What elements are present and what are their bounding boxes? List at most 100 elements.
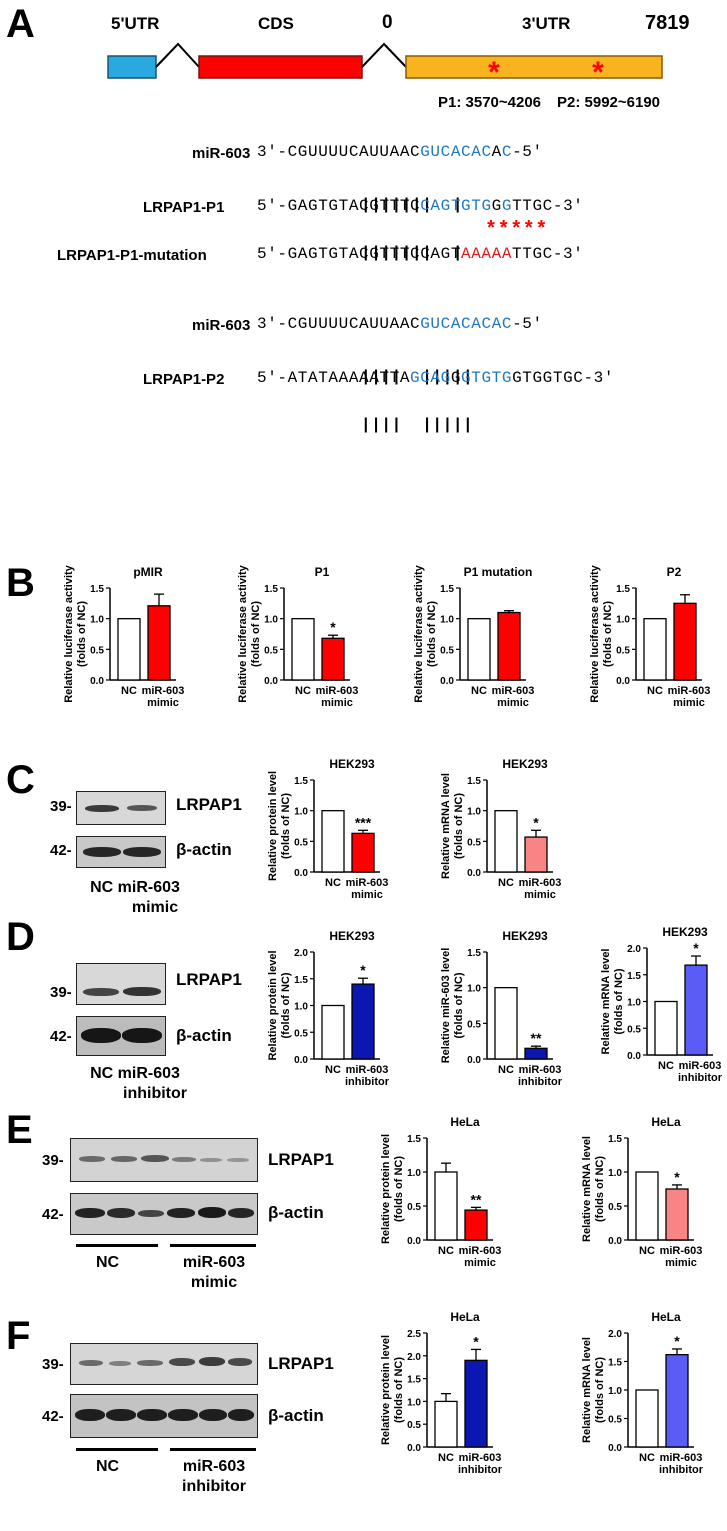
end-position-label: 7819 bbox=[645, 12, 690, 34]
y-tick-label: 1.5 bbox=[627, 971, 641, 982]
panel-label-f: F bbox=[6, 1314, 31, 1358]
category-label: inhibitor bbox=[345, 1076, 390, 1088]
chart-ylabel: Relative miR-603 level bbox=[440, 948, 452, 1064]
y-tick-label: 1.0 bbox=[440, 615, 454, 626]
band bbox=[83, 847, 121, 857]
category-label: NC bbox=[639, 1245, 655, 1257]
y-tick-label: 0.5 bbox=[407, 1202, 421, 1213]
chart-ylabel: (folds of NC) bbox=[453, 793, 465, 859]
band bbox=[75, 1409, 105, 1421]
y-tick-label: 2.0 bbox=[627, 944, 641, 955]
category-label: NC bbox=[438, 1245, 454, 1257]
chart-ylabel: (folds of NC) bbox=[613, 968, 625, 1034]
bar bbox=[494, 810, 518, 873]
bar bbox=[524, 1047, 548, 1060]
significance-mark: * bbox=[330, 619, 336, 635]
category-label: NC bbox=[121, 685, 137, 697]
y-tick-label: 2.5 bbox=[407, 1329, 421, 1340]
band bbox=[106, 1409, 136, 1421]
chart-title: P1 bbox=[315, 565, 330, 579]
utr5-label: 5'UTR bbox=[111, 14, 160, 33]
align-name-p1: LRPAP1-P1 bbox=[143, 199, 225, 216]
chart-title: HEK293 bbox=[329, 929, 375, 943]
category-label: inhibitor bbox=[458, 1464, 503, 1476]
y-tick-label: 1.5 bbox=[294, 975, 308, 986]
blot-f-lrpap1 bbox=[70, 1343, 258, 1385]
mw-39-c: 39- bbox=[50, 798, 72, 815]
category-label: mimic bbox=[351, 889, 383, 901]
band bbox=[111, 1156, 137, 1162]
bar bbox=[321, 810, 345, 873]
category-label: miR-603 bbox=[316, 685, 359, 697]
sequence-segment: 5′-ATATAAAAATTA bbox=[257, 369, 411, 387]
bar bbox=[635, 1389, 659, 1448]
blot-e-nc: NC bbox=[96, 1254, 120, 1271]
chart-title: P1 mutation bbox=[464, 565, 533, 579]
chart-ylabel: (folds of NC) bbox=[76, 601, 88, 667]
align-name-mir603-2: miR-603 bbox=[192, 317, 251, 334]
mw-39-f: 39- bbox=[42, 1356, 64, 1373]
sequence-segment: CAGTGTG bbox=[420, 197, 492, 215]
sequence-segment: G bbox=[450, 369, 462, 387]
y-tick-label: 0.5 bbox=[608, 1415, 622, 1426]
y-tick-label: 0.0 bbox=[627, 1051, 641, 1062]
cds-box bbox=[198, 55, 363, 79]
y-tick-label: 0.5 bbox=[440, 645, 454, 656]
chart-d-protein: HEK293 Relative protein level (folds of NC… bbox=[267, 929, 390, 1088]
sequence-segment: TTGC-3′ bbox=[512, 245, 584, 263]
band bbox=[109, 1361, 131, 1366]
chart-title: HEK293 bbox=[502, 929, 548, 943]
blot-e-lrpap1 bbox=[70, 1138, 258, 1182]
chart-b-p1: P1 Relative luciferase activity (folds of … bbox=[237, 564, 358, 709]
significance-mark: *** bbox=[355, 814, 372, 830]
category-label: mimic bbox=[147, 697, 179, 709]
category-label: miR-603 bbox=[142, 685, 185, 697]
bar bbox=[654, 1000, 678, 1056]
chart-title: HeLa bbox=[651, 1310, 681, 1324]
blot-c-lrpap1 bbox=[76, 791, 166, 825]
bar bbox=[494, 987, 518, 1060]
blot-f-mir-row2: inhibitor bbox=[182, 1478, 246, 1495]
bar bbox=[684, 964, 708, 1056]
chart-f-mrna: HeLa Relative mRNA level (folds of NC) 0.0 0… bbox=[581, 1310, 704, 1476]
y-tick-label: 0.5 bbox=[90, 645, 104, 656]
y-tick-label: 0.5 bbox=[616, 645, 630, 656]
bar bbox=[434, 1400, 458, 1448]
bar bbox=[291, 618, 315, 681]
chart-ylabel: Relative protein level bbox=[380, 1335, 392, 1445]
category-label: miR-603 bbox=[459, 1245, 502, 1257]
chart-ylabel: Relative luciferase activity bbox=[413, 564, 425, 702]
blot-d-actin bbox=[76, 1016, 166, 1056]
y-tick-label: 1.5 bbox=[90, 584, 104, 595]
chart-ylabel: Relative mRNA level bbox=[581, 1136, 593, 1242]
blot-c-lrpap1-label: LRPAP1 bbox=[176, 795, 242, 814]
y-tick-label: 0.0 bbox=[440, 676, 454, 687]
y-tick-label: 1.5 bbox=[616, 584, 630, 595]
align-name-p1-mutation: LRPAP1-P1-mutation bbox=[57, 247, 207, 264]
y-tick-label: 1.0 bbox=[608, 1168, 622, 1179]
category-label: miR-603 bbox=[660, 1452, 703, 1464]
pairing-bars-2-row1: |||| ||||| bbox=[361, 368, 474, 386]
y-tick-label: 1.5 bbox=[608, 1358, 622, 1369]
p2-range-label: P2: 5992~6190 bbox=[557, 94, 661, 111]
align-seq-mir603-2: 3′-CGUUUUCAUUAACGUCACACAC-5′ bbox=[257, 315, 543, 333]
chart-b-p2: P2 Relative luciferase activity (folds of … bbox=[589, 564, 710, 709]
sequence-segment: G bbox=[491, 197, 502, 215]
significance-mark: * bbox=[360, 962, 366, 978]
y-tick-label: 1.0 bbox=[294, 1002, 308, 1013]
y-tick-label: 0.0 bbox=[616, 676, 630, 687]
chart-ylabel: Relative protein level bbox=[267, 950, 279, 1060]
sequence-segment: 3′-CGUUUUCAUUAAC bbox=[257, 315, 421, 333]
blot-d-lanes-row2: inhibitor bbox=[123, 1085, 187, 1102]
significance-mark: * bbox=[533, 814, 539, 830]
category-label: miR-603 bbox=[519, 877, 562, 889]
significance-mark: * bbox=[473, 1333, 479, 1349]
zero-label: 0 bbox=[382, 12, 393, 33]
p1-range-label: P1: 3570~4206 bbox=[438, 94, 542, 111]
chart-title: HeLa bbox=[450, 1310, 480, 1324]
bar bbox=[524, 836, 548, 873]
band bbox=[75, 1208, 105, 1218]
chart-title: HEK293 bbox=[662, 925, 708, 939]
sequence-segment: C bbox=[501, 143, 513, 161]
category-label: NC bbox=[325, 1064, 341, 1076]
